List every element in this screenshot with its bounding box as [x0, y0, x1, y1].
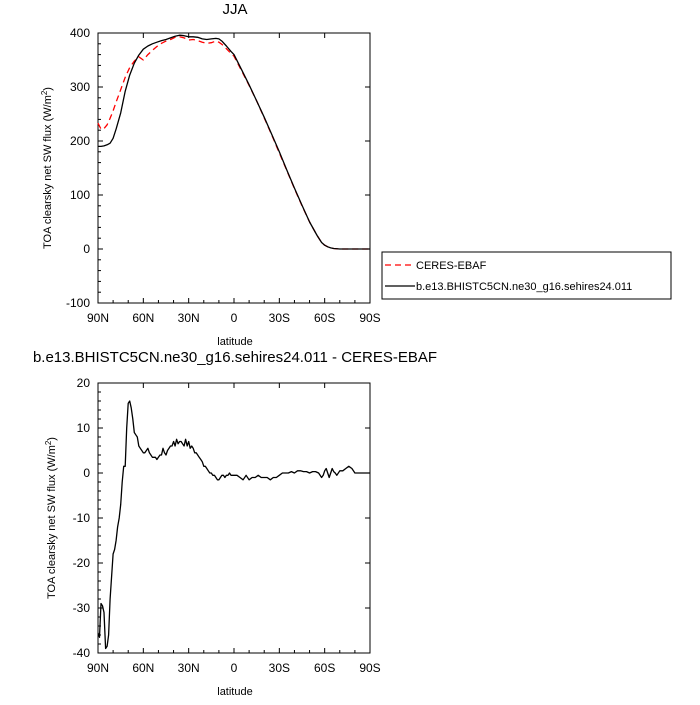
bottom-plot-area — [97, 400, 370, 650]
bottom-chart-title: b.e13.BHISTC5CN.ne30_g16.sehires24.011 -… — [33, 349, 437, 366]
top-x-axis-label: latitude — [217, 336, 252, 348]
top-y-axis-label-close: ) — [42, 87, 54, 91]
x-tick-label: 0 — [231, 661, 238, 675]
x-tick-label: 60S — [314, 661, 335, 675]
bottom-y-ticks: -40 -30 -20 -10 0 10 20 — [73, 376, 370, 660]
y-tick-label: -100 — [66, 296, 90, 310]
top-series-line-1 — [98, 34, 370, 250]
y-tick-label: 0 — [83, 466, 90, 480]
top-panel: JJA 90N 60N 30N 0 30S 60S 90S -100 0 100 200 300 40… — [40, 1, 672, 348]
legend-label-ceres: CERES-EBAF — [416, 260, 487, 272]
top-plot-frame — [97, 32, 371, 304]
x-tick-label: 90S — [359, 311, 380, 325]
bottom-plot-frame — [97, 382, 371, 654]
top-y-axis-label-superscript: 2 — [40, 90, 49, 95]
y-tick-label: -30 — [73, 601, 91, 615]
y-tick-label: 0 — [83, 242, 90, 256]
y-tick-label: 100 — [70, 188, 90, 202]
y-tick-label: 10 — [77, 421, 91, 435]
legend-label-model: b.e13.BHISTC5CN.ne30_g16.sehires24.011 — [416, 281, 632, 293]
x-tick-label: 30S — [269, 661, 290, 675]
bottom-y-axis-label-superscript: 2 — [44, 440, 53, 445]
bottom-x-axis-label: latitude — [217, 686, 252, 698]
top-plot-area — [97, 34, 370, 250]
top-chart-title: JJA — [222, 1, 247, 18]
top-y-axis-label-main: TOA clearsky net SW flux (W/m — [42, 95, 54, 249]
y-tick-label: 20 — [77, 376, 91, 390]
bottom-x-ticks: 90N 60N 30N 0 30S 60S 90S — [87, 383, 381, 675]
bottom-y-axis-label: TOA clearsky net SW flux (W/m2) — [44, 437, 58, 599]
bottom-y-axis-label-close: ) — [46, 437, 58, 441]
y-tick-label: -10 — [73, 511, 91, 525]
top-y-axis-label: TOA clearsky net SW flux (W/m2) — [40, 87, 54, 249]
y-tick-label: -40 — [73, 646, 91, 660]
x-tick-label: 0 — [231, 311, 238, 325]
y-tick-label: -20 — [73, 556, 91, 570]
top-y-ticks: -100 0 100 200 300 400 — [66, 26, 370, 310]
x-tick-label: 60N — [132, 661, 154, 675]
x-tick-label: 30S — [269, 311, 290, 325]
bottom-series-line-0 — [97, 400, 370, 650]
y-tick-label: 300 — [70, 80, 90, 94]
bottom-panel: b.e13.BHISTC5CN.ne30_g16.sehires24.011 -… — [33, 349, 437, 698]
x-tick-label: 30N — [178, 661, 200, 675]
x-tick-label: 30N — [178, 311, 200, 325]
legend: CERES-EBAF b.e13.BHISTC5CN.ne30_g16.sehi… — [381, 251, 672, 300]
top-x-ticks: 90N 60N 30N 0 30S 60S 90S — [87, 33, 381, 325]
top-series-line-0 — [97, 36, 370, 250]
x-tick-label: 90N — [87, 661, 109, 675]
x-tick-label: 90N — [87, 311, 109, 325]
bottom-y-axis-label-main: TOA clearsky net SW flux (W/m — [46, 445, 58, 599]
legend-box — [381, 251, 672, 300]
x-tick-label: 60N — [132, 311, 154, 325]
y-tick-label: 200 — [70, 134, 90, 148]
x-tick-label: 90S — [359, 661, 380, 675]
x-tick-label: 60S — [314, 311, 335, 325]
y-tick-label: 400 — [70, 26, 90, 40]
